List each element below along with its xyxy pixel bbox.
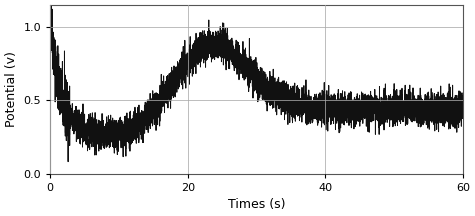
Y-axis label: Potential (v): Potential (v)	[5, 51, 18, 127]
X-axis label: Times (s): Times (s)	[228, 198, 285, 211]
